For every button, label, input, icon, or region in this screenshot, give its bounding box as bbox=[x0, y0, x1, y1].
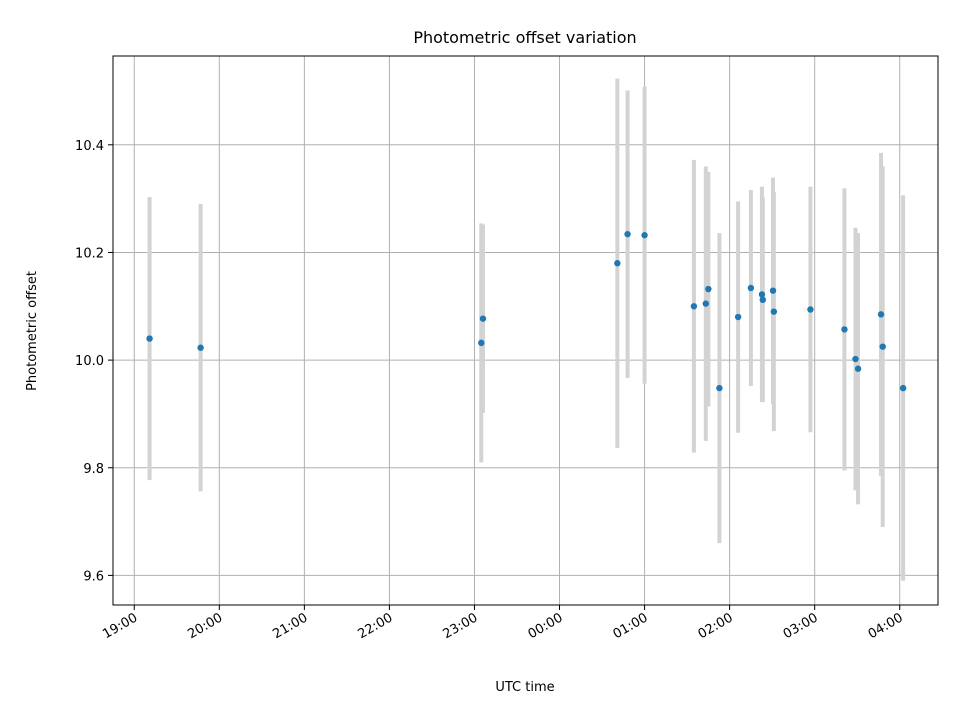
x-tick-label: 23:00 bbox=[441, 610, 481, 642]
data-point bbox=[624, 230, 631, 238]
data-point bbox=[705, 285, 712, 293]
x-tick-label: 22:00 bbox=[355, 610, 395, 642]
data-point bbox=[747, 284, 755, 292]
data-point bbox=[879, 343, 886, 350]
plot-frame bbox=[112, 55, 939, 606]
data-point bbox=[702, 300, 710, 307]
data-points bbox=[146, 230, 907, 392]
x-tick-label: 20:00 bbox=[185, 610, 225, 642]
x-tick-label: 21:00 bbox=[270, 610, 310, 642]
y-tick-label: 9.6 bbox=[83, 569, 104, 584]
x-tick-label: 02:00 bbox=[696, 610, 736, 642]
data-point bbox=[479, 315, 487, 322]
data-point bbox=[716, 384, 723, 392]
chart-title: Photometric offset variation bbox=[413, 28, 636, 47]
data-point bbox=[877, 311, 885, 318]
data-point bbox=[770, 308, 778, 315]
data-point bbox=[758, 291, 766, 298]
data-point bbox=[197, 344, 204, 351]
x-tick-label: 04:00 bbox=[866, 610, 906, 642]
data-point bbox=[641, 232, 648, 239]
data-point bbox=[759, 296, 766, 304]
x-tick-label: 00:00 bbox=[526, 610, 566, 642]
x-tick-label: 01:00 bbox=[611, 610, 651, 642]
data-point bbox=[899, 384, 907, 392]
data-point bbox=[852, 355, 859, 363]
grid bbox=[113, 56, 938, 605]
data-point bbox=[769, 287, 777, 294]
y-tick-label: 10.0 bbox=[75, 354, 104, 369]
y-tick-label: 10.4 bbox=[75, 139, 104, 154]
data-point bbox=[690, 303, 698, 310]
data-point bbox=[734, 313, 742, 321]
data-point bbox=[146, 335, 153, 342]
x-axis-label: UTC time bbox=[495, 680, 554, 695]
data-point bbox=[478, 339, 485, 347]
y-tick-label: 10.2 bbox=[75, 246, 104, 261]
data-point bbox=[614, 260, 621, 267]
error-bars bbox=[147, 78, 906, 581]
data-point bbox=[841, 326, 848, 333]
y-axis-label: Photometric offset bbox=[25, 271, 40, 391]
data-point bbox=[807, 306, 814, 313]
data-point bbox=[854, 365, 862, 372]
x-tick-label: 03:00 bbox=[781, 610, 821, 642]
y-tick-label: 9.8 bbox=[83, 462, 104, 477]
x-tick-label: 19:00 bbox=[100, 610, 140, 642]
